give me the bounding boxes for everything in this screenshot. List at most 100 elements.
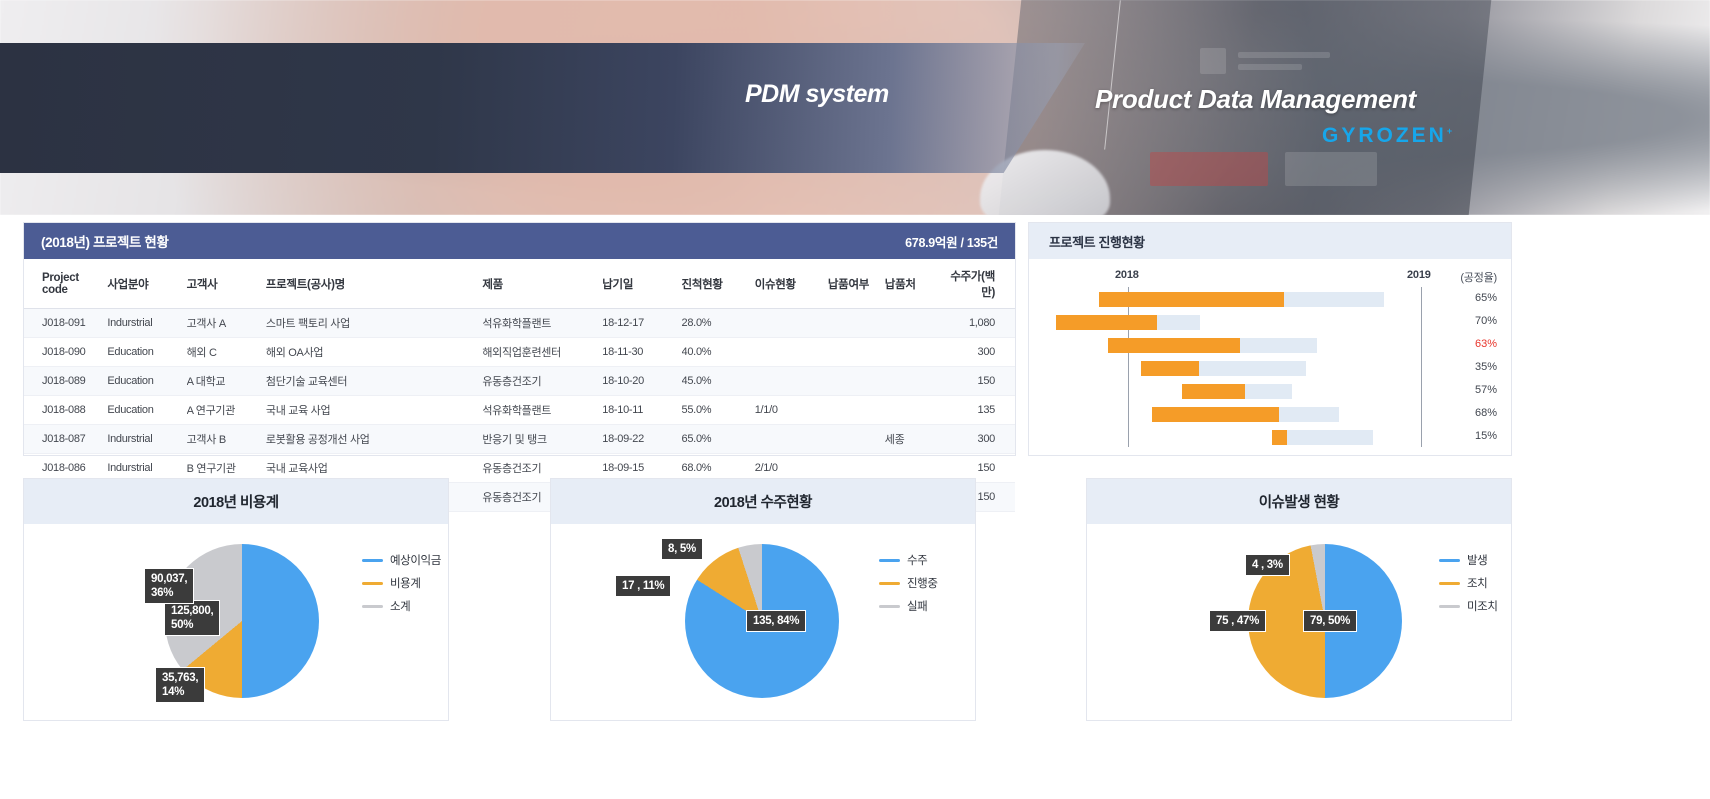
cell-customer: A 대학교 — [186, 366, 266, 396]
gantt-fill-bar — [1272, 430, 1288, 445]
legend-item[interactable]: 비용계 — [362, 575, 441, 591]
project-status-title: (2018년) 프로젝트 현황 — [41, 235, 169, 250]
project-progress-title: 프로젝트 진행현황 — [1049, 234, 1145, 250]
cell-price: 135 — [941, 395, 1015, 425]
cell-progress: 65.0% — [681, 424, 755, 454]
col-progress[interactable]: 진척현황 — [681, 259, 755, 309]
project-table-body: J018-091 Indurstrial 고객사 A 스마트 팩토리 사업 석유화학플랜… — [24, 308, 1015, 512]
legend-item[interactable]: 소계 — [362, 598, 441, 614]
gantt-fill-bar — [1108, 338, 1240, 353]
cell-dest — [884, 337, 942, 367]
hero-subtitle: Product Data Management — [1095, 84, 1417, 114]
cell-code: J018-091 — [24, 308, 108, 338]
col-customer[interactable]: 고객사 — [186, 259, 266, 309]
cell-delivered — [827, 337, 885, 367]
order-pie-title: 2018년 수주현황 — [714, 495, 813, 511]
cell-field: Education — [107, 337, 187, 367]
gantt-row-list: 65% 70% 63% 35% 57% 68% 15% — [1029, 289, 1511, 450]
legend-item[interactable]: 수주 — [879, 552, 938, 568]
gantt-row[interactable]: 65% — [1029, 289, 1511, 312]
cell-delivered — [827, 308, 885, 338]
cell-due: 18-09-22 — [602, 424, 682, 454]
cell-issue — [754, 366, 828, 396]
project-status-total: 678.9억원 / 135건 — [905, 235, 998, 250]
legend-label: 비용계 — [390, 578, 421, 590]
issue-pie-card: 이슈발생 현황 발생 조치 미조치 79, 50% 75 , 47% 4 , 3% — [1086, 478, 1512, 721]
table-row[interactable]: J018-087 Indurstrial 고객사 B 로봇활용 공정개선 사업 반응기 … — [24, 424, 1015, 454]
gantt-progress-percent: 68% — [1474, 407, 1497, 419]
hero-screen-tile — [1150, 152, 1268, 186]
col-business-field[interactable]: 사업분야 — [107, 259, 187, 309]
pie-label-1-0: 135, 84% — [746, 610, 807, 632]
col-due-date[interactable]: 납기일 — [602, 259, 682, 309]
hero-screen-tile — [1285, 152, 1377, 186]
cell-price: 300 — [941, 337, 1015, 367]
legend-item[interactable]: 진행중 — [879, 575, 938, 591]
cost-pie-header: 2018년 비용계 — [24, 479, 448, 524]
legend-item[interactable]: 예상이익금 — [362, 552, 441, 568]
legend-label: 예상이익금 — [390, 555, 441, 567]
legend-swatch-icon — [362, 581, 383, 585]
table-row[interactable]: J018-090 Education 해외 C 해외 OA사업 해외직업훈련센터 18-1… — [24, 337, 1015, 367]
gantt-row[interactable]: 35% — [1029, 358, 1511, 381]
cell-project: 국내 교육 사업 — [265, 395, 483, 425]
cell-delivered — [827, 424, 885, 454]
cell-progress: 28.0% — [681, 308, 755, 338]
cell-customer: 해외 C — [186, 337, 266, 367]
legend-label: 소계 — [390, 601, 411, 613]
gantt-row[interactable]: 63% — [1029, 335, 1511, 358]
project-table: Project code 사업분야 고객사 프로젝트(공사)명 제품 납기일 진… — [24, 259, 1015, 512]
gantt-row[interactable]: 68% — [1029, 404, 1511, 427]
cell-progress: 40.0% — [681, 337, 755, 367]
gantt-chart: 2018 2019 (공정율) 65% 70% 63% 35% 57% 68% 15% — [1029, 259, 1511, 457]
legend-swatch-icon — [362, 558, 383, 562]
legend-item[interactable]: 실패 — [879, 598, 938, 614]
col-delivered[interactable]: 납품여부 — [827, 259, 885, 309]
cell-due: 18-11-30 — [602, 337, 682, 367]
legend-label: 진행중 — [907, 578, 938, 590]
col-order-price[interactable]: 수주가(백만) — [941, 259, 1015, 309]
legend-item[interactable]: 미조치 — [1439, 598, 1498, 614]
order-pie-header: 2018년 수주현황 — [551, 479, 975, 524]
gantt-progress-percent: 35% — [1474, 361, 1497, 373]
gantt-fill-bar — [1056, 315, 1157, 330]
cell-code: J018-087 — [24, 424, 108, 454]
gantt-row[interactable]: 15% — [1029, 427, 1511, 450]
gantt-gridline-2018 — [1128, 287, 1129, 447]
legend-swatch-icon — [362, 604, 383, 608]
cell-progress: 55.0% — [681, 395, 755, 425]
legend-item[interactable]: 발생 — [1439, 552, 1498, 568]
col-project-name[interactable]: 프로젝트(공사)명 — [265, 259, 483, 309]
pie-label-2-0: 79, 50% — [1303, 610, 1358, 632]
gantt-unit-label: (공정율) — [1460, 272, 1497, 284]
cell-customer: A 연구기관 — [186, 395, 266, 425]
cell-product: 반응기 및 탱크 — [482, 424, 603, 454]
cell-progress: 45.0% — [681, 366, 755, 396]
legend-item[interactable]: 조치 — [1439, 575, 1498, 591]
gantt-fill-bar — [1182, 384, 1245, 399]
cell-dest — [884, 395, 942, 425]
cell-price: 300 — [941, 424, 1015, 454]
col-destination[interactable]: 납품처 — [884, 259, 942, 309]
cell-field: Education — [107, 366, 187, 396]
table-row[interactable]: J018-088 Education A 연구기관 국내 교육 사업 석유화학플랜트 18… — [24, 395, 1015, 425]
cell-price: 1,080 — [941, 308, 1015, 338]
cell-due: 18-10-11 — [602, 395, 682, 425]
col-issue[interactable]: 이슈현황 — [754, 259, 828, 309]
cell-dest — [884, 366, 942, 396]
gantt-row[interactable]: 70% — [1029, 312, 1511, 335]
cell-delivered — [827, 395, 885, 425]
table-row[interactable]: J018-091 Indurstrial 고객사 A 스마트 팩토리 사업 석유화학플랜… — [24, 308, 1015, 338]
col-project-code[interactable]: Project code — [24, 259, 108, 309]
col-product[interactable]: 제품 — [482, 259, 603, 309]
gantt-row[interactable]: 57% — [1029, 381, 1511, 404]
issue-pie-body: 발생 조치 미조치 79, 50% 75 , 47% 4 , 3% — [1087, 524, 1511, 720]
gantt-track — [1272, 430, 1373, 445]
table-row[interactable]: J018-089 Education A 대학교 첨단기술 교육센터 유동층건조기 18-… — [24, 366, 1015, 396]
legend-label: 조치 — [1467, 578, 1488, 590]
cost-pie-title: 2018년 비용계 — [193, 495, 279, 511]
project-progress-header: 프로젝트 진행현황 — [1029, 223, 1511, 259]
cell-code: J018-090 — [24, 337, 108, 367]
project-status-header: (2018년) 프로젝트 현황 678.9억원 / 135건 — [24, 223, 1015, 259]
